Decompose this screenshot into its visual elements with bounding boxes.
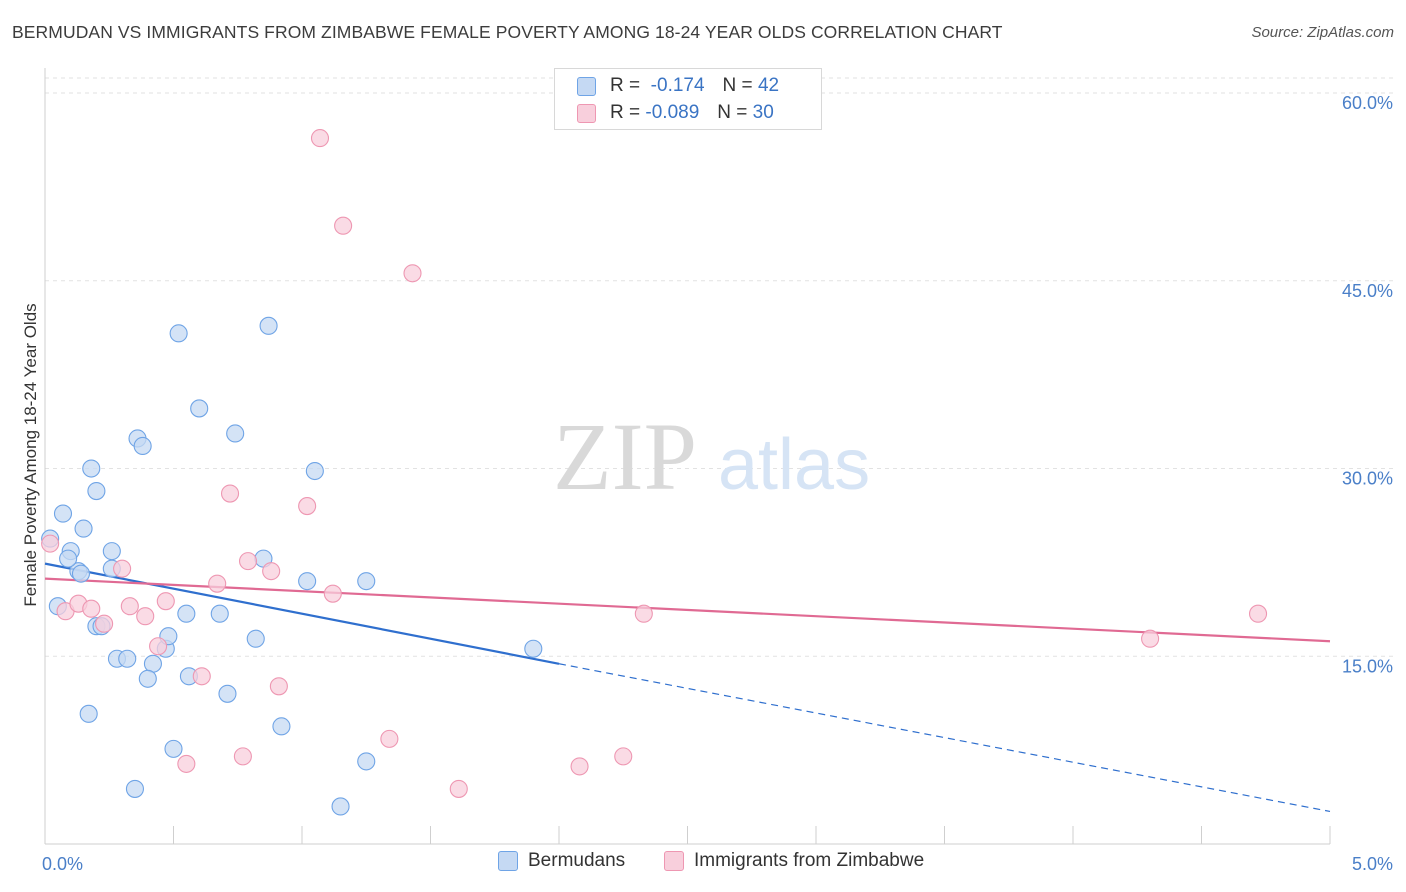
zimbabwe-point-4: [95, 614, 114, 633]
zimbabwe-trend-line: [44, 577, 1331, 643]
y-tick-label-0: 15.0%: [1342, 656, 1393, 676]
zimbabwe-point-16: [262, 562, 281, 581]
bermudans-point-35: [331, 797, 350, 816]
zimbabwe-point-12: [208, 574, 227, 593]
zimbabwe-point-11: [192, 667, 211, 686]
bermudans-point-17: [143, 654, 162, 673]
legend-label-bermudans: Bermudans: [528, 850, 626, 871]
zimbabwe-point-10: [177, 754, 196, 773]
r-label: R =: [610, 75, 641, 96]
bermudans-point-14: [118, 649, 137, 668]
y-axis-label: Female Poverty Among 18-24 Year Olds: [21, 303, 40, 606]
legend-item-bermudans[interactable]: Bermudans: [498, 850, 625, 872]
bermudans-point-36: [357, 752, 376, 771]
zimbabwe-point-19: [310, 129, 330, 148]
bermudans-trend-line: [44, 562, 560, 665]
bermudans-point-18: [138, 669, 157, 688]
bermudans-trend-extension: [558, 663, 1331, 813]
trend-lines: [44, 562, 1331, 813]
bermudans-point-30: [259, 316, 278, 335]
axes: [44, 68, 1331, 845]
bermudans-point-23: [169, 324, 188, 343]
zimbabwe-point-21: [334, 216, 353, 235]
zimbabwe-point-29: [1248, 604, 1268, 623]
zimbabwe-point-5: [113, 559, 132, 578]
y-tick-labels: 15.0% 30.0% 45.0% 60.0%: [1342, 93, 1393, 676]
zimbabwe-legend-swatch: [664, 851, 684, 871]
stats-legend: R = -0.174 N = 42 R = -0.089 N = 30: [554, 68, 822, 130]
zimbabwe-point-9: [156, 592, 175, 611]
bermudans-point-1: [53, 504, 73, 523]
zimbabwe-point-17: [269, 677, 288, 696]
bermudans-point-7: [82, 459, 101, 478]
bermudans-point-32: [298, 572, 317, 591]
zimbabwe-point-26: [614, 747, 633, 766]
zimbabwe-point-27: [634, 604, 653, 623]
n-value: 42: [757, 75, 780, 96]
watermark: ZIP atlas: [553, 403, 870, 510]
bermudans-point-9: [102, 542, 121, 561]
bermudans-point-27: [226, 424, 245, 443]
chart-title: BERMUDAN VS IMMIGRANTS FROM ZIMBABWE FEM…: [12, 22, 1003, 42]
bermudans-point-5: [59, 549, 78, 568]
zimbabwe-swatch: [577, 103, 596, 123]
watermark-atlas: atlas: [718, 425, 870, 505]
legend-item-zimbabwe[interactable]: Immigrants from Zimbabwe: [664, 850, 924, 872]
zimbabwe-point-18: [298, 497, 317, 516]
zimbabwe-point-7: [136, 607, 155, 626]
zimbabwe-point-20: [323, 584, 342, 603]
zimbabwe-point-6: [120, 597, 139, 616]
r-label: R =: [610, 102, 641, 123]
zimbabwe-point-14: [233, 747, 252, 766]
bermudans-point-38: [79, 704, 98, 723]
zimbabwe-point-22: [380, 729, 399, 748]
zimbabwe-point-25: [570, 757, 589, 776]
data-points: [41, 129, 1268, 816]
zimbabwe-point-3: [82, 599, 101, 618]
n-value: 30: [752, 102, 774, 123]
n-label: N =: [717, 102, 748, 123]
zimbabwe-point-13: [220, 484, 240, 503]
zimbabwe-point-8: [149, 637, 168, 656]
zimbabwe-point-24: [449, 779, 468, 798]
x-tick-label-0: 0.0%: [42, 854, 83, 874]
y-tick-label-1: 30.0%: [1342, 469, 1393, 489]
bermudans-point-24: [190, 399, 209, 418]
x-tick-labels: 0.0% 5.0%: [42, 854, 1393, 874]
bermudans-point-33: [305, 461, 324, 481]
bermudans-legend-swatch: [498, 851, 518, 871]
chart-source: Source: ZipAtlas.com: [1251, 24, 1394, 41]
bermudans-point-6: [74, 519, 93, 538]
bermudans-point-26: [218, 684, 237, 703]
zimbabwe-point-15: [238, 552, 258, 571]
bermudans-point-31: [272, 717, 291, 736]
n-label: N =: [722, 75, 753, 96]
zimbabwe-point-23: [403, 264, 422, 283]
x-tick-label-1: 5.0%: [1352, 854, 1393, 874]
bermudans-point-8: [87, 481, 106, 501]
bermudans-point-21: [177, 604, 196, 623]
bermudans-point-40: [164, 739, 183, 758]
zimbabwe-point-28: [1141, 629, 1160, 648]
series-legend: Bermudans Immigrants from Zimbabwe: [0, 850, 1406, 878]
bermudans-point-37: [524, 639, 543, 658]
stats-legend-row-bermudans: R = -0.174 N = 42: [577, 73, 779, 99]
bermudans-point-28: [246, 629, 265, 648]
legend-label-zimbabwe: Immigrants from Zimbabwe: [694, 850, 925, 871]
r-value: -0.174: [650, 75, 705, 96]
y-tick-label-3: 60.0%: [1342, 93, 1393, 113]
stats-legend-row-zimbabwe: R = -0.089 N = 30: [577, 100, 774, 126]
bermudans-point-39: [125, 779, 144, 798]
bermudans-point-41: [71, 564, 91, 583]
y-tick-label-2: 45.0%: [1342, 281, 1393, 301]
zimbabwe-point-0: [41, 534, 60, 553]
bermudans-point-25: [210, 604, 229, 623]
bermudans-swatch: [577, 76, 596, 96]
bermudans-point-16: [133, 436, 152, 456]
bermudans-point-34: [357, 572, 376, 591]
watermark-zip: ZIP: [553, 403, 697, 510]
r-value: -0.089: [645, 102, 700, 123]
